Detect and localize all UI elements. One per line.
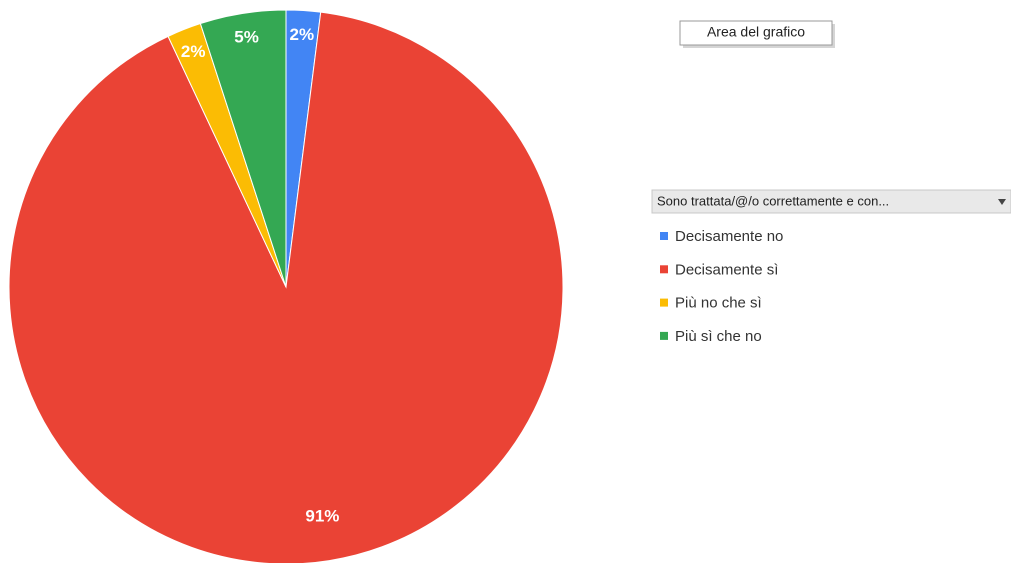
legend-label: Più no che sì (675, 295, 762, 312)
value-label: 2% (181, 42, 206, 61)
legend-swatch (660, 265, 668, 274)
legend-label: Decisamente no (675, 228, 783, 245)
value-label: 2% (290, 25, 315, 44)
pie-slice (8, 11, 564, 563)
legend-swatch (660, 232, 668, 240)
legend-label: Più sì che no (675, 328, 762, 345)
tooltip (679, 20, 833, 46)
value-label: 5% (234, 28, 259, 47)
value-label: 91% (305, 506, 339, 525)
legend-title: Sono trattata/@/o correttamente e con... (657, 193, 889, 208)
legend-header[interactable] (651, 189, 1011, 214)
dropdown-arrow[interactable] (998, 199, 1006, 205)
pie-slice (199, 9, 287, 288)
legend-swatch (660, 298, 668, 307)
legend-swatch (660, 331, 668, 340)
tooltip-text: Area del grafico (707, 24, 805, 40)
legend-label: Decisamente sì (675, 261, 778, 278)
